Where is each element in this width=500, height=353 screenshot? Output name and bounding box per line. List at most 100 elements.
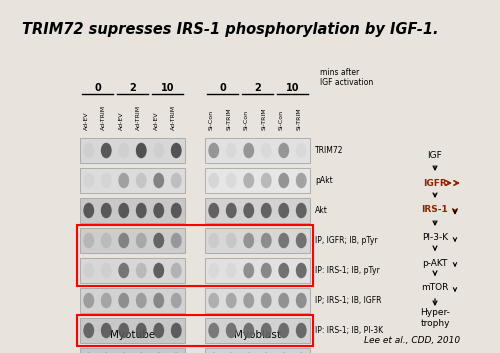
Ellipse shape (154, 203, 164, 218)
Text: Si-TRIM: Si-TRIM (296, 107, 301, 130)
Ellipse shape (226, 203, 236, 218)
Ellipse shape (118, 323, 129, 338)
Ellipse shape (84, 173, 94, 188)
Text: IP: IRS-1; IB, pTyr: IP: IRS-1; IB, pTyr (315, 266, 380, 275)
Text: pAkt: pAkt (315, 176, 333, 185)
Bar (80, 348, 185, 353)
Ellipse shape (244, 263, 254, 278)
Ellipse shape (101, 233, 112, 248)
Bar (205, 198, 310, 223)
Ellipse shape (171, 323, 181, 338)
Text: IP; IRS-1; IB, IGFR: IP; IRS-1; IB, IGFR (315, 296, 382, 305)
Text: Si-TRIM: Si-TRIM (226, 107, 231, 130)
Ellipse shape (154, 143, 164, 158)
Text: Hyper-
trophy: Hyper- trophy (420, 308, 450, 328)
Ellipse shape (171, 173, 181, 188)
Ellipse shape (244, 143, 254, 158)
Bar (80, 138, 185, 163)
Ellipse shape (101, 323, 112, 338)
Ellipse shape (154, 233, 164, 248)
Text: Myoblast: Myoblast (234, 330, 281, 340)
Bar (80, 318, 185, 343)
Ellipse shape (136, 263, 146, 278)
Ellipse shape (154, 173, 164, 188)
Bar (80, 168, 185, 193)
Bar (77, 225, 313, 286)
Text: PI-3-K: PI-3-K (422, 233, 448, 243)
Ellipse shape (118, 293, 129, 308)
Text: mTOR: mTOR (422, 283, 448, 293)
Ellipse shape (84, 143, 94, 158)
Ellipse shape (208, 293, 219, 308)
Text: mins after
IGF activation: mins after IGF activation (320, 68, 373, 88)
Ellipse shape (278, 203, 289, 218)
Ellipse shape (118, 233, 129, 248)
Text: Ad-TRIM: Ad-TRIM (136, 105, 141, 130)
Ellipse shape (136, 293, 146, 308)
Ellipse shape (296, 143, 306, 158)
Ellipse shape (226, 143, 236, 158)
Ellipse shape (261, 263, 272, 278)
Ellipse shape (278, 143, 289, 158)
Ellipse shape (154, 293, 164, 308)
Ellipse shape (101, 263, 112, 278)
Text: Ad-EV: Ad-EV (154, 112, 159, 130)
Ellipse shape (296, 203, 306, 218)
Ellipse shape (278, 293, 289, 308)
Ellipse shape (208, 203, 219, 218)
Ellipse shape (226, 173, 236, 188)
Ellipse shape (101, 173, 112, 188)
Text: Si-Con: Si-Con (244, 110, 249, 130)
Ellipse shape (261, 143, 272, 158)
Text: p-AKT: p-AKT (422, 258, 448, 268)
Ellipse shape (244, 293, 254, 308)
Text: TRIM72: TRIM72 (315, 146, 344, 155)
Bar (205, 168, 310, 193)
Ellipse shape (208, 233, 219, 248)
Ellipse shape (261, 323, 272, 338)
Ellipse shape (261, 293, 272, 308)
Ellipse shape (296, 293, 306, 308)
Bar (80, 288, 185, 313)
Text: IGFR: IGFR (423, 179, 447, 187)
Ellipse shape (244, 203, 254, 218)
Ellipse shape (154, 263, 164, 278)
Ellipse shape (261, 203, 272, 218)
Ellipse shape (261, 233, 272, 248)
Ellipse shape (154, 323, 164, 338)
Text: Akt: Akt (315, 206, 328, 215)
Ellipse shape (171, 263, 181, 278)
Ellipse shape (118, 203, 129, 218)
Text: Lee et al., CDD, 2010: Lee et al., CDD, 2010 (364, 336, 460, 345)
Ellipse shape (84, 203, 94, 218)
Ellipse shape (101, 203, 112, 218)
Text: IP, IGFR; IB, pTyr: IP, IGFR; IB, pTyr (315, 236, 378, 245)
Ellipse shape (118, 143, 129, 158)
Ellipse shape (136, 323, 146, 338)
Ellipse shape (118, 263, 129, 278)
Bar (205, 318, 310, 343)
Text: IGF: IGF (428, 150, 442, 160)
Ellipse shape (296, 263, 306, 278)
Ellipse shape (101, 143, 112, 158)
Ellipse shape (84, 323, 94, 338)
Text: IP: IRS-1; IB, PI-3K: IP: IRS-1; IB, PI-3K (315, 326, 383, 335)
Text: 2: 2 (254, 83, 261, 93)
Ellipse shape (296, 323, 306, 338)
Text: Ad-EV: Ad-EV (119, 112, 124, 130)
Ellipse shape (84, 263, 94, 278)
Ellipse shape (136, 203, 146, 218)
Ellipse shape (171, 293, 181, 308)
Bar (205, 258, 310, 283)
Text: TRIM72 supresses IRS-1 phosphorylation by IGF-1.: TRIM72 supresses IRS-1 phosphorylation b… (22, 22, 438, 37)
Bar (205, 288, 310, 313)
Text: 10: 10 (286, 83, 299, 93)
Ellipse shape (244, 323, 254, 338)
Ellipse shape (278, 323, 289, 338)
Bar (80, 228, 185, 253)
Ellipse shape (278, 263, 289, 278)
Text: 0: 0 (219, 83, 226, 93)
Ellipse shape (226, 233, 236, 248)
Text: Ad-TRIM: Ad-TRIM (101, 105, 106, 130)
Ellipse shape (84, 293, 94, 308)
